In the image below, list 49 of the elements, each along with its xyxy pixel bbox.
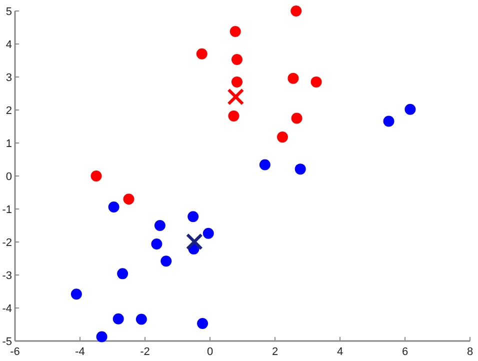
- point: [259, 159, 270, 170]
- y-tick-label: -3: [2, 270, 12, 282]
- point: [294, 164, 306, 175]
- y-tick-label: 4: [6, 38, 12, 51]
- x-tick-label: 2: [272, 346, 278, 358]
- point: [70, 288, 82, 300]
- point: [288, 72, 299, 84]
- y-tick-label: 5: [6, 6, 12, 18]
- point: [276, 132, 288, 143]
- point: [154, 220, 166, 231]
- y-tick-label: -4: [2, 302, 12, 315]
- point: [202, 228, 214, 239]
- point: [112, 313, 124, 324]
- point: [197, 318, 208, 330]
- point: [96, 331, 108, 342]
- point: [117, 268, 128, 280]
- point: [186, 233, 203, 250]
- y-tick-label: -2: [2, 236, 12, 249]
- point: [151, 238, 162, 250]
- y-tick-label: -5: [2, 336, 12, 348]
- point: [90, 170, 102, 182]
- x-tick-label: 8: [466, 346, 474, 358]
- x-tick-label: -4: [75, 346, 85, 358]
- x-tick-label: 4: [336, 346, 344, 358]
- x-tick-label: 6: [402, 346, 408, 358]
- y-tick-label: 0: [6, 170, 12, 183]
- y-tick-label: 3: [6, 72, 12, 84]
- y-tick-label: 1: [6, 138, 12, 150]
- x-tick-label: 0: [206, 346, 214, 358]
- point: [196, 48, 208, 60]
- point: [404, 104, 416, 115]
- point: [383, 116, 394, 127]
- point: [123, 194, 134, 205]
- x-tick-label: -2: [140, 346, 150, 358]
- y-tick-label: 2: [6, 104, 12, 117]
- point: [160, 256, 172, 267]
- point: [136, 314, 147, 325]
- point: [231, 54, 242, 66]
- point: [228, 110, 240, 122]
- point: [310, 76, 322, 88]
- point: [290, 6, 302, 16]
- point: [108, 202, 120, 213]
- y-tick-label: -1: [2, 204, 12, 216]
- point: [231, 76, 242, 88]
- point: [227, 88, 244, 106]
- point: [188, 211, 199, 222]
- x-tick-label: -6: [10, 346, 20, 358]
- point: [230, 26, 241, 37]
- point: [291, 112, 302, 124]
